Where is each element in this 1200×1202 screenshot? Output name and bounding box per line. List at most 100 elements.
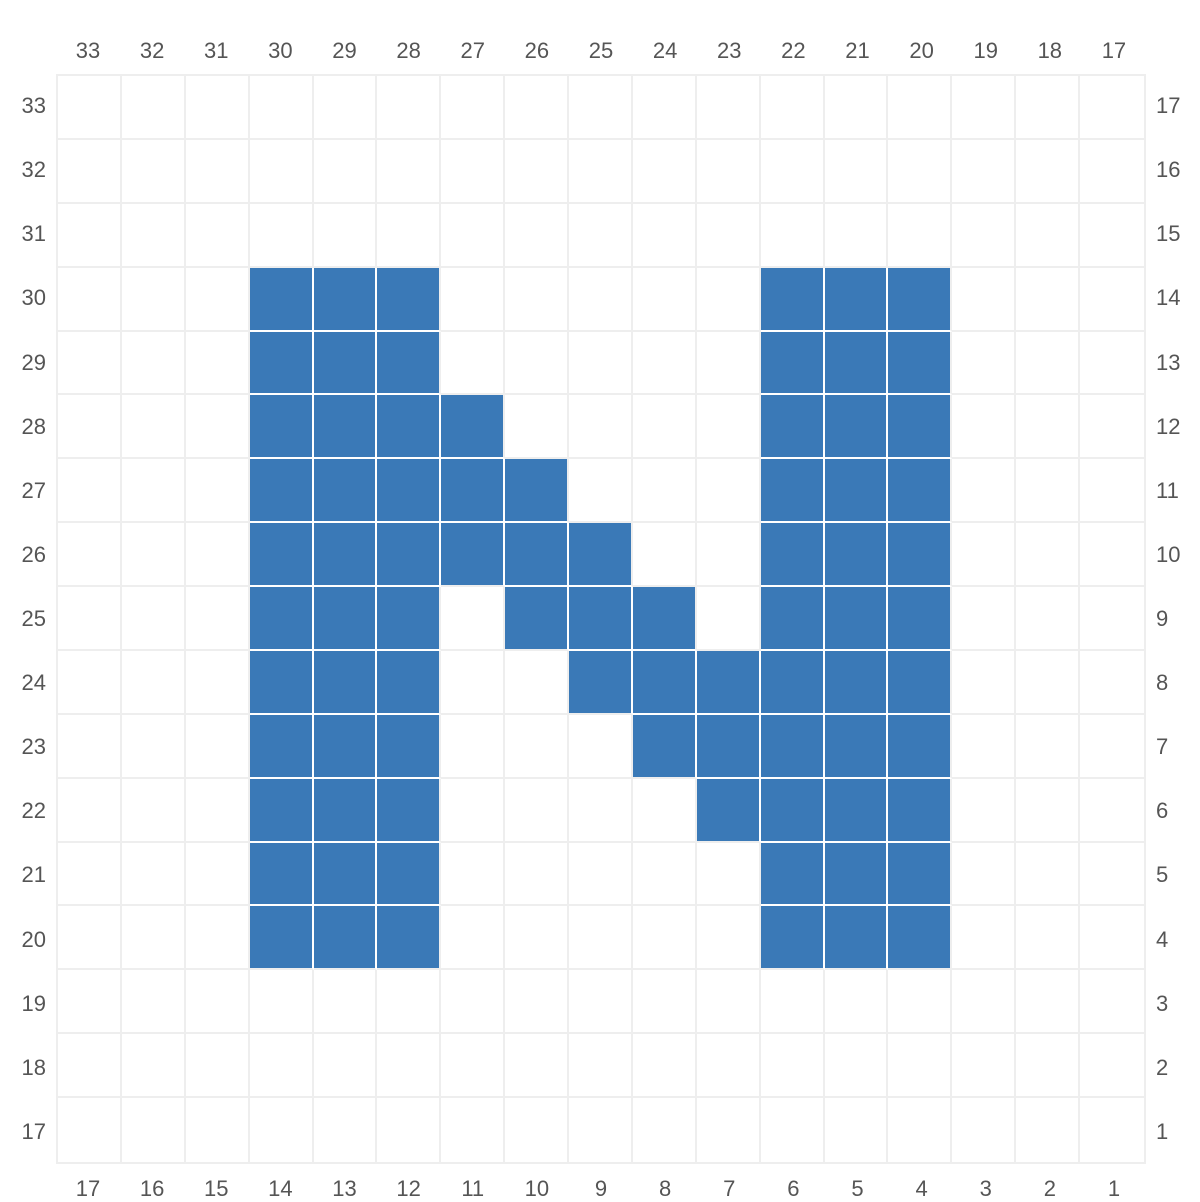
grid-cell: [888, 395, 952, 459]
grid-cell: [505, 1034, 569, 1098]
grid-cell: [1016, 1034, 1080, 1098]
grid-cell: [888, 1034, 952, 1098]
axis-label: 18: [22, 1055, 46, 1081]
axis-label: 9: [1156, 606, 1168, 632]
grid-cell: [377, 523, 441, 587]
grid-cell: [569, 523, 633, 587]
grid-cell: [314, 1034, 378, 1098]
grid-cell: [888, 715, 952, 779]
grid-cell: [377, 395, 441, 459]
grid-cell: [441, 715, 505, 779]
grid-cell: [122, 76, 186, 140]
axis-label: 27: [22, 478, 46, 504]
axis-label: 22: [763, 38, 823, 64]
axis-label: 15: [186, 1176, 246, 1202]
grid-cell: [122, 395, 186, 459]
axis-label: 33: [58, 38, 118, 64]
grid-cell: [952, 651, 1016, 715]
grid-cell: [314, 76, 378, 140]
grid-cell: [825, 1098, 889, 1162]
grid-cell: [697, 843, 761, 907]
grid-cell: [761, 76, 825, 140]
grid-cell: [505, 332, 569, 396]
grid-cell: [505, 715, 569, 779]
grid-cell: [825, 523, 889, 587]
axis-label: 14: [250, 1176, 310, 1202]
grid-cell: [825, 459, 889, 523]
axis-label: 17: [58, 1176, 118, 1202]
axis-label: 15: [1156, 221, 1180, 247]
grid-cell: [58, 140, 122, 204]
grid-cell: [441, 140, 505, 204]
grid-cell: [377, 1034, 441, 1098]
grid-cell: [250, 1098, 314, 1162]
axis-label: 5: [827, 1176, 887, 1202]
grid-cell: [122, 715, 186, 779]
grid-cell: [122, 587, 186, 651]
grid-cell: [569, 970, 633, 1034]
grid-cell: [122, 1098, 186, 1162]
grid-cell: [569, 140, 633, 204]
axis-label: 30: [22, 285, 46, 311]
grid-cell: [250, 779, 314, 843]
axis-label: 17: [1084, 38, 1144, 64]
axis-label: 23: [22, 734, 46, 760]
grid-cell: [569, 459, 633, 523]
axis-label: 6: [763, 1176, 823, 1202]
grid-cell: [377, 268, 441, 332]
grid-cell: [377, 651, 441, 715]
grid-cell: [888, 651, 952, 715]
grid-cell: [1016, 395, 1080, 459]
grid-cell: [314, 459, 378, 523]
grid-cell: [952, 395, 1016, 459]
grid-cell: [186, 204, 250, 268]
grid-cell: [58, 843, 122, 907]
grid-cell: [888, 268, 952, 332]
axis-label: 8: [635, 1176, 695, 1202]
grid-cell: [377, 906, 441, 970]
grid-cell: [697, 779, 761, 843]
grid-cell: [633, 523, 697, 587]
axis-label: 1: [1084, 1176, 1144, 1202]
grid-cell: [761, 587, 825, 651]
grid-cell: [633, 1098, 697, 1162]
grid-cell: [250, 587, 314, 651]
grid-cell: [505, 395, 569, 459]
axis-label: 10: [1156, 542, 1180, 568]
grid-cell: [441, 587, 505, 651]
grid-cell: [569, 715, 633, 779]
grid-cell: [377, 332, 441, 396]
grid-cell: [441, 268, 505, 332]
axis-label: 29: [22, 350, 46, 376]
grid-cell: [888, 970, 952, 1034]
grid-cell: [633, 970, 697, 1034]
grid-cell: [505, 779, 569, 843]
grid-cell: [58, 651, 122, 715]
grid-cell: [186, 140, 250, 204]
grid-cell: [825, 204, 889, 268]
grid-cell: [697, 204, 761, 268]
grid-cell: [377, 459, 441, 523]
axis-label: 7: [1156, 734, 1168, 760]
axis-label: 17: [22, 1119, 46, 1145]
grid-cell: [505, 204, 569, 268]
grid-cell: [888, 76, 952, 140]
grid-cell: [697, 395, 761, 459]
grid-cell: [569, 268, 633, 332]
grid-cell: [505, 140, 569, 204]
grid-cell: [952, 523, 1016, 587]
axis-label: 5: [1156, 862, 1168, 888]
axis-label: 26: [22, 542, 46, 568]
grid-cell: [1016, 140, 1080, 204]
grid-cell: [825, 76, 889, 140]
axis-label: 19: [22, 991, 46, 1017]
grid-cell: [250, 332, 314, 396]
grid-cell: [633, 906, 697, 970]
heatmap-grid: [56, 74, 1146, 1164]
grid-cell: [314, 395, 378, 459]
grid-cell: [1080, 76, 1144, 140]
grid-cell: [58, 395, 122, 459]
grid-cell: [697, 140, 761, 204]
grid-cell: [505, 587, 569, 651]
grid-cell: [1016, 970, 1080, 1034]
